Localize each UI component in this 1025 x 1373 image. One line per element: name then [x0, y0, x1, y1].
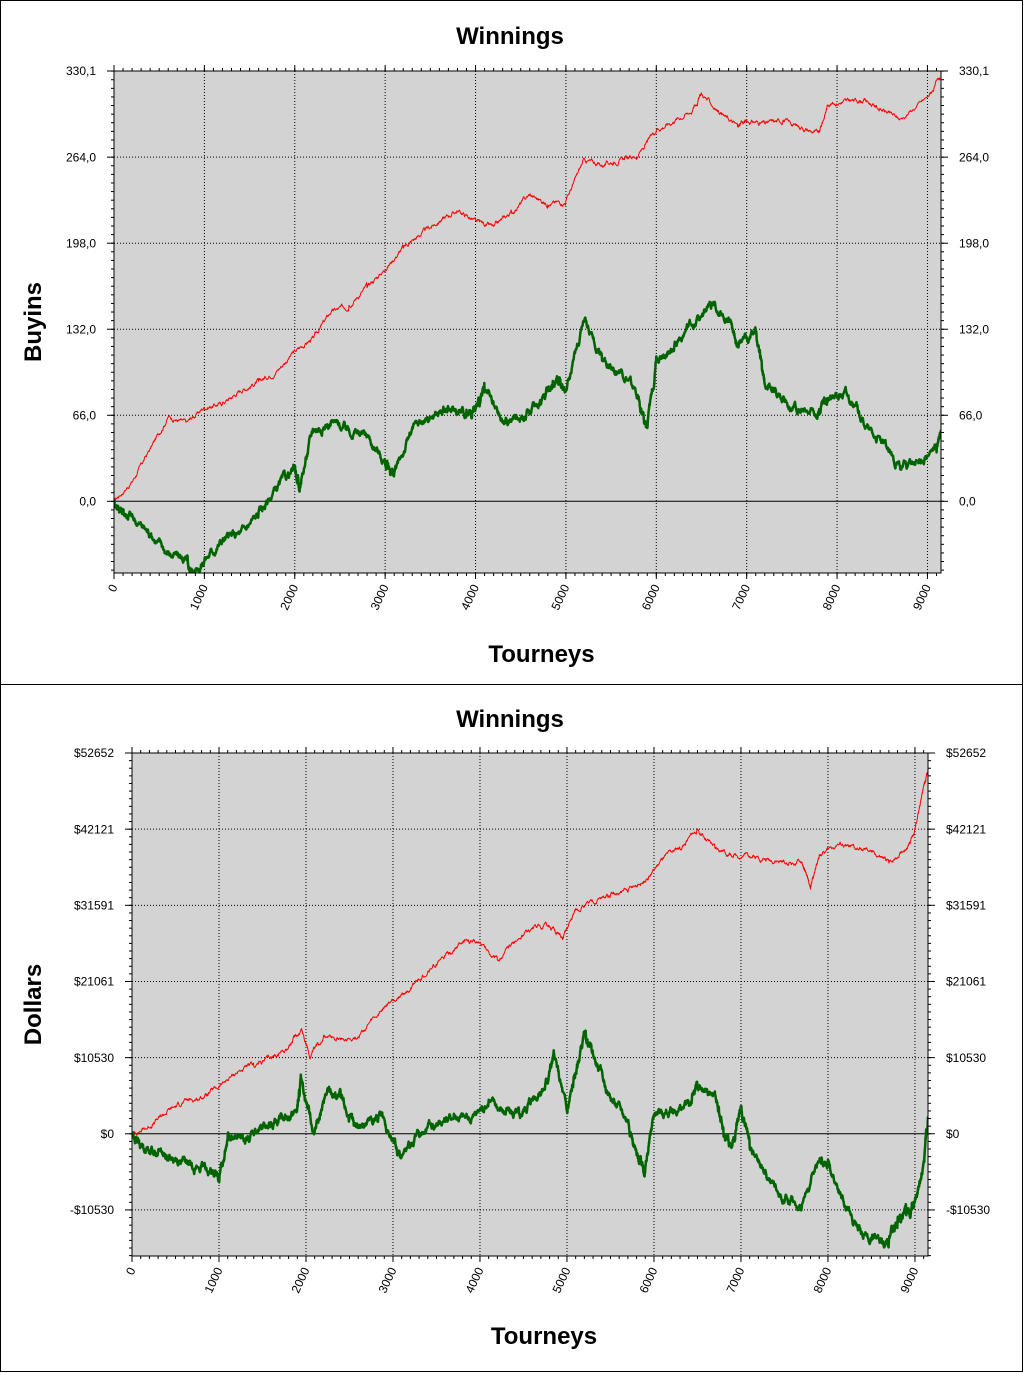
series-line-red: [132, 768, 928, 1136]
x-tick-label: 9000: [910, 582, 934, 612]
y-tick-label: -$10530: [70, 1203, 114, 1217]
y-tick-label: $52652: [74, 746, 114, 760]
dollars-chart: 0 1000 2000 3000 4000 5000 6000 7000 8000 9000 -$1…: [20, 706, 990, 1350]
x-tick-label: 6000: [639, 582, 663, 612]
y-tick-label-right: 264,0: [959, 150, 989, 164]
y-tick-label: $31591: [74, 899, 114, 913]
y-tick-label: $10530: [74, 1051, 114, 1065]
y-tick-label: 330,1: [66, 64, 96, 78]
x-tick-label: 8000: [811, 1265, 835, 1295]
plot-area: [131, 752, 929, 1257]
y-tick-label: $42121: [74, 822, 114, 836]
x-tick-label: 2000: [289, 1265, 313, 1295]
plot-area: [113, 70, 942, 574]
chart-panel-dollars: 0 1000 2000 3000 4000 5000 6000 7000 8000 9000 -$1…: [0, 684, 1023, 1372]
x-tick-label: 6000: [637, 1265, 661, 1295]
x-tick-label: 3000: [368, 582, 392, 612]
x-tick-label: 8000: [820, 582, 844, 612]
y-tick-label-right: 0,0: [959, 495, 976, 509]
x-tick-label: 7000: [724, 1265, 748, 1295]
y-tick-label-right: $42121: [946, 822, 986, 836]
chart-title: Winnings: [456, 706, 564, 733]
y-tick-label-right: $31591: [946, 899, 986, 913]
y-tick-label: 0,0: [79, 495, 96, 509]
x-tick-label: 2000: [277, 582, 301, 612]
y-tick-label-right: 132,0: [959, 322, 989, 336]
y-tick-label-right: $10530: [946, 1051, 986, 1065]
series-line-green: [114, 300, 941, 573]
y-tick-label-right: $0: [946, 1127, 960, 1141]
x-tick-label: 5000: [550, 1265, 574, 1295]
plot-border: [131, 752, 929, 1257]
y-tick-label: 66,0: [73, 408, 97, 422]
x-tick-label: 4000: [458, 582, 482, 612]
x-tick-label: 9000: [898, 1265, 922, 1295]
x-tick-label: 1000: [187, 582, 211, 612]
buyins-chart: 0 1000 2000 3000 4000 5000 6000 7000 8000 9000 0,0…: [20, 23, 989, 668]
y-tick-label-right: 330,1: [959, 64, 989, 78]
y-tick-label: $21061: [74, 975, 114, 989]
x-tick-label: 3000: [376, 1265, 400, 1295]
x-tick-label: 4000: [463, 1265, 487, 1295]
y-tick-label-right: 198,0: [959, 236, 989, 250]
x-tick-label: 1000: [202, 1265, 226, 1295]
chart-title: Winnings: [456, 23, 564, 50]
chart-panel-buyins: 0 1000 2000 3000 4000 5000 6000 7000 8000 9000 0,0…: [0, 0, 1023, 685]
y-tick-label-right: $21061: [946, 975, 986, 989]
y-tick-label-right: -$10530: [946, 1203, 990, 1217]
y-tick-label: 132,0: [66, 322, 96, 336]
x-tick-label: 0: [123, 1265, 139, 1277]
y-tick-label: $0: [101, 1127, 115, 1141]
y-tick-label-right: $52652: [946, 746, 986, 760]
x-tick-label: 7000: [729, 582, 753, 612]
y-axis-title: Dollars: [20, 964, 47, 1045]
x-axis-title: Tourneys: [491, 1323, 597, 1350]
plot-border: [113, 70, 942, 574]
y-tick-label: 264,0: [66, 150, 96, 164]
y-tick-label-right: 66,0: [959, 408, 983, 422]
y-tick-label: 198,0: [66, 236, 96, 250]
series-line-green: [132, 1029, 928, 1249]
y-axis-title: Buyins: [20, 282, 47, 362]
series-line-red: [114, 77, 941, 501]
x-tick-label: 5000: [548, 582, 572, 612]
x-axis-title: Tourneys: [488, 641, 594, 668]
x-tick-label: 0: [105, 582, 121, 594]
